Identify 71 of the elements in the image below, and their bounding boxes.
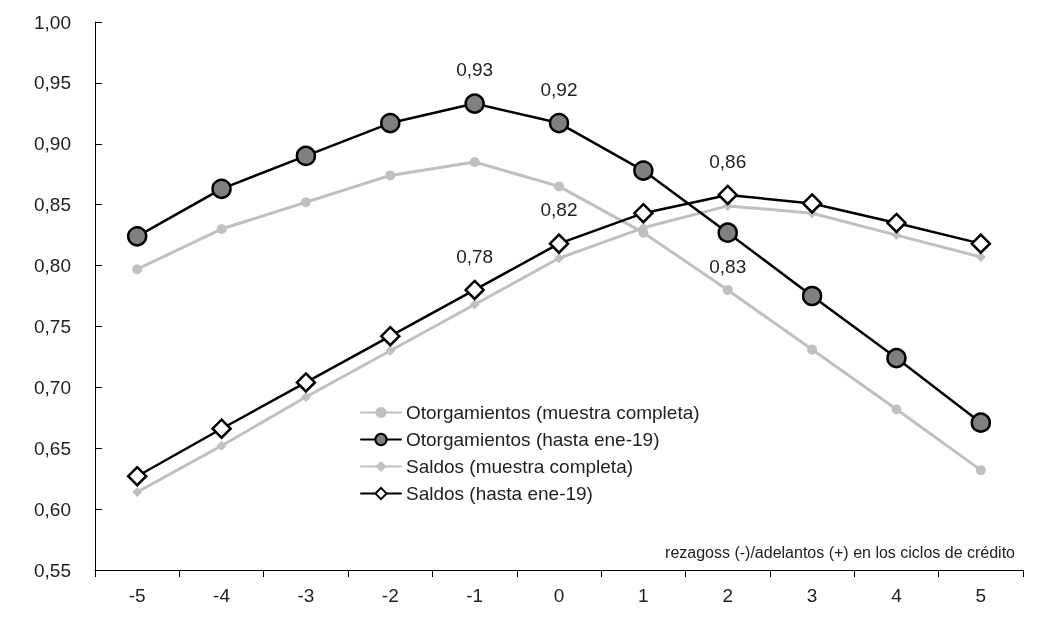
point bbox=[385, 345, 396, 356]
x-axis-title: rezagoss (-)/adelantos (+) en los ciclos de crédito bbox=[665, 543, 1016, 561]
point bbox=[554, 181, 564, 192]
x-tick-label: 4 bbox=[891, 585, 903, 606]
point bbox=[464, 93, 485, 114]
x-tick-label: -5 bbox=[128, 585, 146, 606]
legend-label: Otorgamientos (hasta ene-19) bbox=[406, 429, 660, 450]
legend-label: Saldos (muestra completa) bbox=[406, 456, 634, 477]
point bbox=[132, 487, 143, 498]
point bbox=[380, 325, 401, 347]
y-tick-label: 0,80 bbox=[34, 255, 71, 277]
y-tick-label: 0,95 bbox=[34, 72, 71, 94]
y-tick-label: 0,65 bbox=[34, 437, 71, 459]
point bbox=[717, 184, 738, 206]
data-label: 0,78 bbox=[456, 245, 494, 267]
x-tick-label: 0 bbox=[553, 585, 565, 606]
data-label: 0,86 bbox=[709, 150, 747, 172]
legend-label: Otorgamientos (muestra completa) bbox=[406, 402, 700, 423]
point bbox=[126, 465, 148, 487]
point bbox=[891, 404, 902, 415]
point bbox=[886, 347, 907, 369]
x-tick-label: -4 bbox=[213, 585, 231, 606]
legend-label: Saldos (hasta ene-19) bbox=[406, 483, 593, 504]
point bbox=[126, 226, 148, 247]
x-tick-label: -3 bbox=[297, 585, 315, 606]
point bbox=[211, 418, 232, 439]
data-label: 0,93 bbox=[456, 59, 494, 81]
point bbox=[633, 160, 654, 181]
y-tick-label: 0,85 bbox=[34, 194, 71, 216]
y-tick-label: 1,00 bbox=[34, 11, 71, 33]
point bbox=[216, 440, 227, 451]
point bbox=[464, 279, 485, 301]
y-tick-label: 0,60 bbox=[34, 498, 71, 520]
data-label: 0,83 bbox=[709, 255, 747, 277]
point bbox=[801, 193, 823, 214]
point bbox=[807, 344, 818, 355]
point bbox=[300, 392, 311, 403]
point bbox=[380, 112, 401, 134]
x-tick-label: 5 bbox=[975, 585, 987, 606]
y-tick-label: 0,90 bbox=[34, 133, 71, 155]
point bbox=[211, 178, 232, 200]
point bbox=[975, 252, 986, 263]
point bbox=[633, 202, 654, 224]
point bbox=[886, 212, 907, 234]
x-tick-label: -2 bbox=[381, 585, 399, 606]
point bbox=[970, 412, 992, 433]
point bbox=[554, 253, 564, 264]
point bbox=[469, 157, 480, 168]
data-label: 0,82 bbox=[540, 199, 578, 221]
point bbox=[548, 233, 570, 254]
y-tick-label: 0,75 bbox=[34, 315, 71, 337]
point bbox=[295, 372, 317, 393]
point bbox=[548, 112, 570, 134]
point bbox=[801, 285, 823, 307]
point bbox=[132, 264, 143, 275]
y-tick-label: 0,70 bbox=[34, 376, 71, 398]
x-tick-label: 2 bbox=[722, 585, 734, 606]
point bbox=[722, 284, 733, 295]
point bbox=[216, 224, 227, 235]
point bbox=[970, 233, 992, 254]
point bbox=[469, 299, 480, 310]
data-label: 0,92 bbox=[540, 78, 578, 100]
x-tick-label: -1 bbox=[466, 585, 484, 606]
point bbox=[717, 222, 738, 243]
point bbox=[300, 197, 311, 208]
point bbox=[385, 170, 396, 181]
point bbox=[295, 145, 317, 167]
y-tick-label: 0,55 bbox=[34, 559, 71, 581]
x-tick-label: 1 bbox=[638, 585, 649, 606]
x-tick-label: 3 bbox=[806, 585, 818, 606]
point bbox=[975, 465, 986, 476]
